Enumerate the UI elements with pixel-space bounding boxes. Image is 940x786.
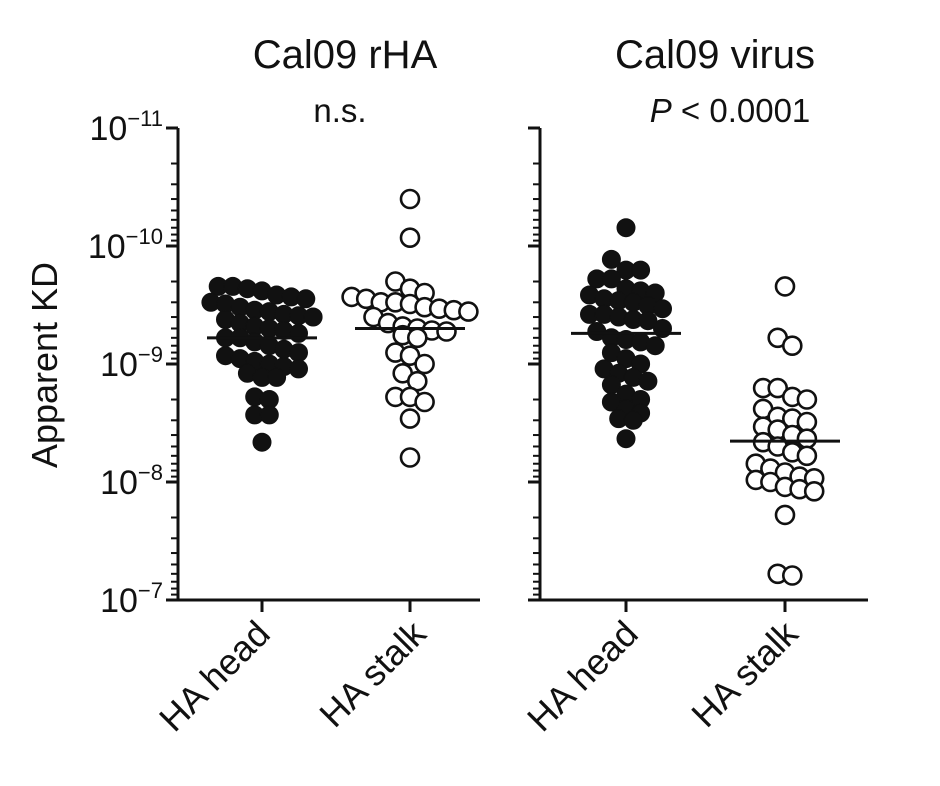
data-point-open: [399, 188, 421, 210]
data-point-open: [399, 447, 421, 468]
data-point-filled: [303, 307, 323, 327]
y-tick-base: 10: [100, 346, 138, 384]
y-tick-label: 10−10: [88, 224, 163, 266]
data-point-open: [796, 389, 818, 410]
data-point-filled: [289, 359, 308, 379]
panel-2-axes: [528, 126, 868, 612]
data-point-filled: [601, 249, 621, 269]
data-point-filled: [252, 432, 272, 452]
data-point-open: [414, 391, 435, 413]
panel-1-points: [201, 188, 479, 468]
y-tick-label: 10−8: [100, 460, 163, 502]
panel-1-x-label-head: HA head: [151, 613, 278, 740]
data-point-open: [414, 353, 435, 375]
data-point-filled: [296, 289, 316, 309]
data-point-open: [781, 565, 803, 586]
y-tick-exponent: −11: [127, 106, 163, 131]
y-tick-exponent: −8: [138, 460, 163, 485]
panel-2-x-label-stalk: HA stalk: [683, 612, 806, 735]
y-tick-base: 10: [100, 582, 138, 620]
data-point-open: [803, 480, 825, 502]
data-point-filled: [267, 367, 287, 387]
data-point-filled: [638, 311, 658, 331]
data-point-filled: [638, 371, 658, 391]
data-point-open: [458, 301, 479, 322]
data-point-open: [796, 445, 818, 467]
data-point-open: [774, 504, 796, 526]
y-tick-label: 10−7: [100, 578, 163, 620]
panel-2-title: Cal09 virus: [615, 33, 815, 77]
data-point-filled: [616, 218, 636, 238]
data-point-open: [767, 377, 789, 399]
data-point-open: [781, 335, 803, 357]
y-tick-exponent: −10: [126, 224, 163, 249]
data-point-filled: [631, 260, 651, 280]
data-point-filled: [259, 405, 279, 425]
panel-2-points: [580, 218, 825, 586]
median-lines: [207, 326, 840, 443]
p-value: < 0.0001: [672, 92, 811, 129]
y-tick-label: 10−11: [89, 106, 163, 148]
y-tick-base: 10: [89, 110, 127, 148]
panel-1-stat-label: n.s.: [313, 92, 366, 129]
data-point-filled: [645, 336, 665, 356]
data-point-open: [399, 408, 421, 429]
panel-2-x-label-head: HA head: [519, 613, 646, 740]
y-tick-base: 10: [88, 228, 126, 266]
data-point-open: [796, 411, 818, 433]
data-point-open: [774, 276, 796, 297]
data-point-filled: [653, 299, 672, 319]
y-tick-exponent: −9: [138, 342, 163, 367]
data-point-filled: [289, 343, 308, 363]
data-point-open: [796, 428, 818, 450]
panel-1-x-label-stalk: HA stalk: [311, 612, 434, 735]
panel-1-title: Cal09 rHA: [253, 33, 438, 77]
y-axis-label: Apparent KD: [24, 262, 65, 468]
y-tick-base: 10: [100, 464, 138, 502]
data-point-filled: [289, 323, 308, 343]
panel-1-axes: [166, 126, 480, 612]
data-point-open: [406, 327, 428, 349]
panel-2-stat-label: P < 0.0001: [650, 92, 811, 129]
data-point-filled: [616, 429, 636, 449]
data-point-filled: [623, 410, 643, 430]
p-symbol: P: [650, 92, 672, 129]
data-point-filled: [601, 269, 621, 289]
y-tick-exponent: −7: [138, 578, 163, 603]
data-point-open: [436, 321, 457, 342]
data-point-open: [399, 227, 421, 248]
y-tick-label: 10−9: [100, 342, 163, 384]
